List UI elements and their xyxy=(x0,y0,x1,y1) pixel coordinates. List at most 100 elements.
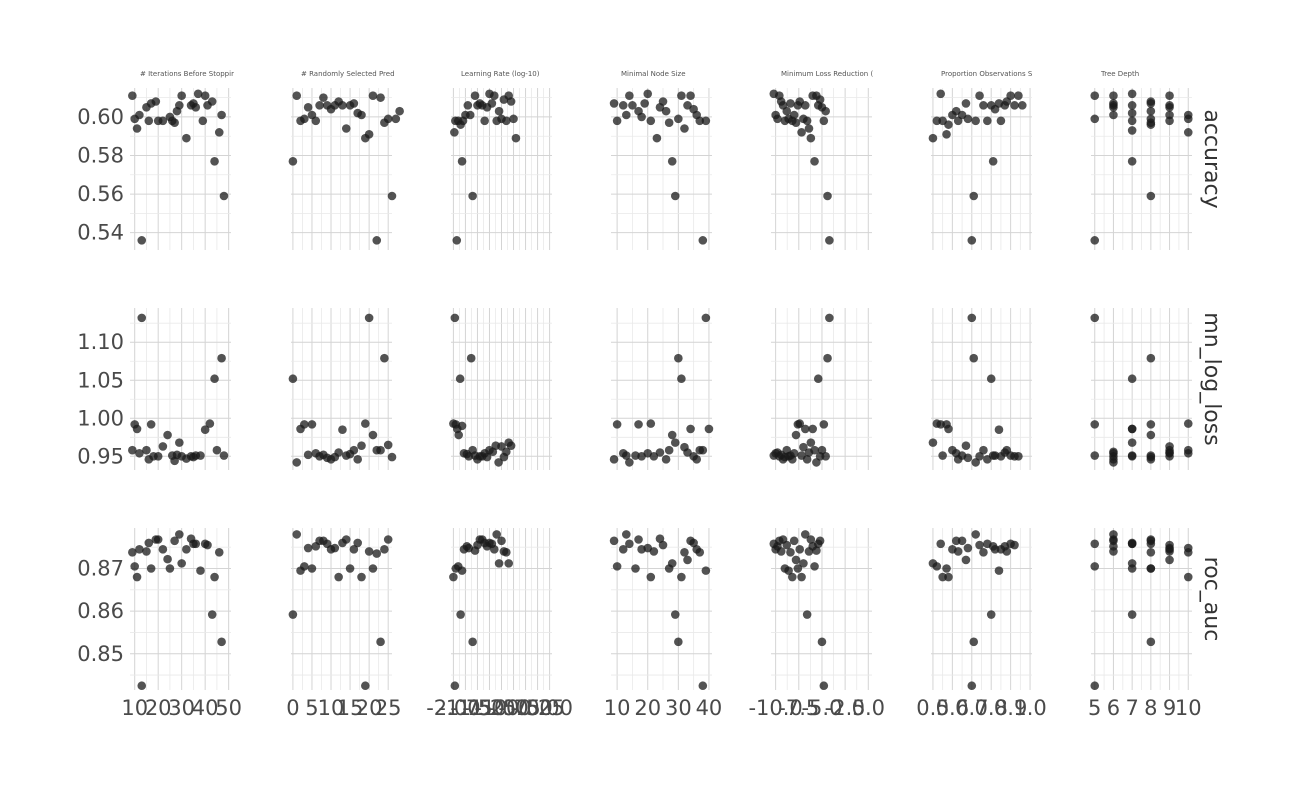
data-point xyxy=(622,110,631,120)
row-label-mn_log_loss: mn_log_loss xyxy=(1199,312,1224,445)
data-point xyxy=(670,610,680,619)
data-point xyxy=(823,191,832,201)
data-point xyxy=(971,530,980,539)
data-point xyxy=(986,610,996,619)
data-point xyxy=(135,448,144,458)
data-point xyxy=(683,448,692,457)
data-point xyxy=(817,637,827,647)
data-point xyxy=(704,424,714,434)
data-point xyxy=(130,562,139,571)
data-point xyxy=(701,566,711,575)
data-point xyxy=(357,110,366,120)
data-point xyxy=(132,124,142,133)
facet-title: Learning Rate (log-10) xyxy=(461,70,540,78)
facet-title: Proportion Observations S xyxy=(941,70,1033,78)
data-point xyxy=(364,129,374,139)
data-point xyxy=(1090,91,1100,101)
data-point xyxy=(1127,424,1137,434)
data-point xyxy=(153,535,163,544)
data-point xyxy=(612,116,622,126)
data-point xyxy=(655,534,665,543)
x-tick-label: 10 xyxy=(121,696,148,720)
x-tick-label: 0.0 xyxy=(852,696,885,720)
data-point xyxy=(661,106,671,116)
data-point xyxy=(1146,451,1156,460)
data-point xyxy=(450,128,459,137)
data-point xyxy=(957,536,967,546)
data-point xyxy=(511,133,521,143)
data-point xyxy=(821,452,830,461)
data-point xyxy=(670,191,680,201)
data-point xyxy=(504,559,514,568)
data-point xyxy=(637,112,646,122)
data-point xyxy=(380,545,389,554)
data-point xyxy=(789,536,799,546)
data-point xyxy=(786,548,795,557)
data-point xyxy=(609,536,619,546)
data-point xyxy=(170,536,179,546)
data-point xyxy=(686,424,695,434)
data-point xyxy=(1146,564,1156,573)
data-point xyxy=(144,116,154,126)
data-point xyxy=(793,564,803,573)
data-point xyxy=(961,441,971,450)
data-point xyxy=(686,91,695,101)
data-point xyxy=(1090,451,1100,460)
data-point xyxy=(468,191,477,201)
data-point xyxy=(349,545,359,554)
x-tick-label: 0.7 xyxy=(955,696,988,720)
data-point xyxy=(470,91,480,101)
data-point xyxy=(288,156,298,166)
data-point xyxy=(1165,442,1174,451)
data-point xyxy=(1127,89,1137,99)
data-point xyxy=(509,114,518,124)
facet-title: Minimal Node Size xyxy=(621,70,686,78)
x-tick-label: 1.0 xyxy=(1013,696,1046,720)
data-point xyxy=(677,91,686,101)
data-point xyxy=(210,156,219,166)
data-point xyxy=(800,101,810,110)
x-tick-label: -0.75 xyxy=(486,696,540,720)
data-point xyxy=(823,353,832,363)
data-point xyxy=(674,637,683,647)
data-point xyxy=(1146,539,1156,549)
data-point xyxy=(1165,110,1174,120)
data-point xyxy=(806,535,816,544)
data-point xyxy=(1127,559,1137,568)
x-tick-label: -1.00 xyxy=(474,696,528,720)
data-point xyxy=(1109,547,1118,556)
data-point xyxy=(802,116,812,126)
data-point xyxy=(806,438,816,447)
data-point xyxy=(819,116,829,126)
data-point xyxy=(625,539,634,549)
x-tick-label: 25 xyxy=(375,696,402,720)
data-point xyxy=(182,545,191,554)
data-point xyxy=(640,99,649,108)
x-tick-label: -1.75 xyxy=(438,696,492,720)
data-point xyxy=(380,353,389,363)
data-point xyxy=(146,564,156,573)
data-point xyxy=(1127,610,1137,619)
data-point xyxy=(799,442,808,452)
x-tick-label: 20 xyxy=(145,696,172,720)
y-tick-label: 1.10 xyxy=(77,330,124,354)
data-point xyxy=(975,540,984,550)
data-point xyxy=(454,430,463,440)
x-tick-label: 50 xyxy=(215,696,242,720)
data-point xyxy=(928,438,938,447)
data-point xyxy=(649,452,659,461)
data-point xyxy=(158,442,168,451)
data-point xyxy=(804,124,814,133)
data-point xyxy=(300,562,309,571)
data-point xyxy=(1183,419,1193,428)
data-point xyxy=(135,110,144,120)
data-point xyxy=(457,156,467,166)
data-point xyxy=(789,448,799,458)
facet-title: # Randomly Selected Pred xyxy=(301,70,395,78)
x-tick-label: -2.00 xyxy=(426,696,480,720)
data-point xyxy=(364,313,374,323)
data-point xyxy=(468,637,477,647)
data-point xyxy=(612,420,622,429)
data-point xyxy=(969,191,979,201)
x-tick-label: -0.50 xyxy=(498,696,552,720)
